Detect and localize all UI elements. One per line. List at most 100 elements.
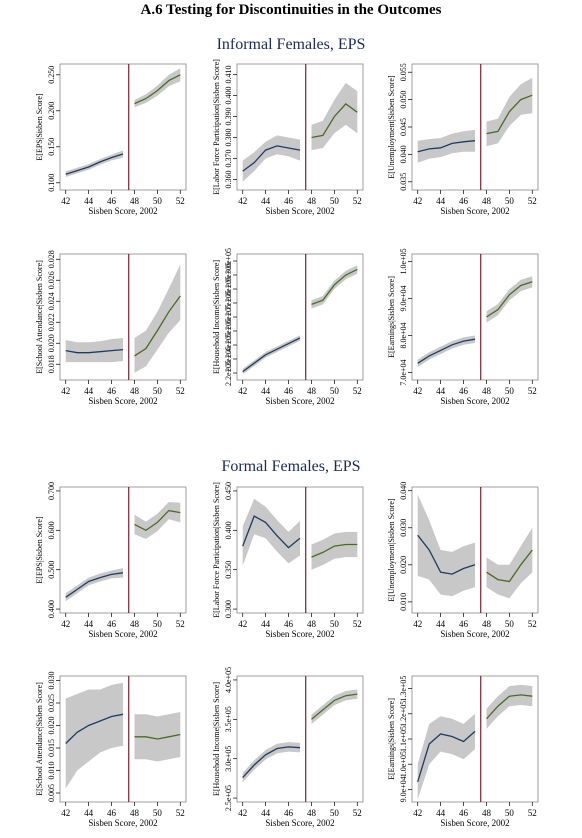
- x-tick-label: 42: [238, 619, 247, 629]
- y-tick-label: 0.018: [47, 355, 56, 373]
- y-axis-label: E[EPS|Sisben Score]: [35, 93, 44, 160]
- y-axis-label: E[Labor Force Participation|Sisben Score…: [212, 59, 221, 195]
- confidence-band-right: [134, 502, 181, 539]
- x-tick-label: 52: [353, 196, 362, 206]
- x-tick-label: 50: [153, 619, 163, 629]
- x-tick-label: 46: [284, 196, 294, 206]
- x-tick-label: 44: [436, 196, 446, 206]
- y-axis-label: E[School Attendance|Sisben Score]: [35, 682, 44, 796]
- x-tick-label: 52: [176, 386, 185, 396]
- fitted-line-left: [65, 572, 124, 598]
- plot-frame: [411, 486, 539, 614]
- fitted-line-right: [134, 295, 181, 357]
- x-axis-label: Sisben Score, 2002: [265, 818, 334, 828]
- x-tick-label: 42: [61, 808, 70, 818]
- chart-informal-2: 42 44 46 48 50 52 0.035 0.040 0.045 0.050 0.055 Sis…: [387, 63, 539, 216]
- x-axis-label: Sisben Score, 2002: [265, 396, 334, 406]
- confidence-band-left: [417, 335, 475, 367]
- confidence-band-left: [242, 335, 300, 375]
- x-tick-label: 44: [261, 619, 271, 629]
- x-tick-label: 52: [176, 619, 185, 629]
- y-tick-label: 2.5e+05: [224, 318, 233, 344]
- y-axis-label: E[EPS|Sisben Score]: [35, 516, 44, 583]
- y-tick-label: 9.0e+04: [399, 776, 408, 802]
- plot-frame: [411, 63, 539, 191]
- plot-frame: [236, 486, 364, 614]
- fitted-line-right: [134, 509, 181, 532]
- x-tick-label: 42: [61, 619, 70, 629]
- confidence-band-right: [311, 689, 358, 724]
- y-tick-label: 3.5e+05: [224, 706, 233, 732]
- x-tick-label: 44: [261, 808, 271, 818]
- x-tick-label: 52: [528, 808, 537, 818]
- fitted-line-left: [417, 730, 476, 782]
- panel-title-formal: Formal Females, EPS: [221, 458, 361, 475]
- y-tick-label: 2.5e+05: [224, 785, 233, 811]
- chart-formal-3: 42 44 46 48 50 52 0.005 0.010 0.015 0.020 0.025 0.0…: [35, 672, 187, 828]
- y-axis-label: E[School Attendance|Sisben Score]: [35, 260, 44, 374]
- y-tick-label: 0.100: [47, 174, 56, 192]
- fitted-line-left: [417, 140, 476, 153]
- confidence-band-right: [311, 531, 358, 570]
- x-tick-label: 46: [107, 386, 117, 396]
- y-tick-label: 0.410: [224, 66, 233, 84]
- y-tick-label: 0.025: [47, 694, 56, 712]
- y-tick-label: 0.400: [47, 600, 56, 618]
- x-axis-label: Sisben Score, 2002: [440, 206, 509, 216]
- y-tick-label: 0.045: [399, 118, 408, 136]
- x-tick-label: 48: [482, 808, 492, 818]
- x-tick-label: 48: [130, 196, 140, 206]
- y-tick-label: 0.015: [47, 739, 56, 757]
- y-tick-label: 0.026: [47, 271, 56, 289]
- x-tick-label: 46: [107, 196, 117, 206]
- x-tick-label: 42: [413, 386, 422, 396]
- x-axis-label: Sisben Score, 2002: [440, 396, 509, 406]
- y-axis-label: E[Unemployment|Sisben Score]: [387, 498, 396, 601]
- x-axis-label: Sisben Score, 2002: [88, 396, 157, 406]
- y-tick-label: 0.150: [47, 138, 56, 156]
- x-tick-label: 48: [307, 386, 317, 396]
- confidence-band-left: [65, 150, 123, 177]
- x-tick-label: 50: [330, 808, 340, 818]
- y-tick-label: 2.7e+05: [224, 290, 233, 316]
- chart-formal-1: 42 44 46 48 50 52 0.300 0.350 0.400 0.450 Sisben S…: [212, 482, 364, 639]
- x-tick-label: 48: [482, 386, 492, 396]
- y-tick-label: 2.2e+05: [224, 360, 233, 386]
- y-tick-label: 0.050: [399, 91, 408, 109]
- y-tick-label: 0.300: [224, 600, 233, 618]
- confidence-band-right: [311, 265, 358, 309]
- chart-informal-3: 42 44 46 48 50 52 0.018 0.020 0.022 0.024 0.026 0.0…: [35, 250, 187, 406]
- chart-formal-2: 42 44 46 48 50 52 0.010 0.020 0.030 0.040 Sisben S…: [387, 482, 539, 639]
- confidence-band-left: [65, 568, 123, 602]
- x-tick-label: 44: [84, 386, 94, 396]
- y-tick-label: 0.020: [47, 717, 56, 735]
- fitted-line-right: [486, 694, 533, 720]
- x-tick-label: 48: [130, 386, 140, 396]
- fitted-line-right: [486, 94, 533, 135]
- x-tick-label: 52: [353, 808, 362, 818]
- y-tick-label: 0.030: [399, 519, 408, 537]
- chart-formal-4: 42 44 46 48 50 52 2.5e+05 3.0e+05 3.5e+05 4.0e+05…: [212, 667, 364, 828]
- x-tick-label: 50: [505, 619, 515, 629]
- y-tick-label: 0.040: [399, 145, 408, 163]
- y-tick-label: 0.010: [47, 762, 56, 780]
- x-axis-label: Sisben Score, 2002: [88, 818, 157, 828]
- chart-informal-4: 42 44 46 48 50 52 2.2e+052.3e+052.4e+052.5e+05…: [212, 248, 364, 406]
- plot-frame: [59, 253, 187, 381]
- fitted-line-left: [242, 515, 301, 549]
- plot-frame: [411, 253, 539, 381]
- y-tick-label: 4.0e+05: [224, 667, 233, 693]
- y-tick-label: 3.0e+05: [224, 746, 233, 772]
- y-tick-label: 0.450: [224, 482, 233, 500]
- x-tick-label: 44: [261, 196, 271, 206]
- x-tick-label: 46: [107, 808, 117, 818]
- x-tick-label: 42: [413, 619, 422, 629]
- fitted-line-right: [486, 281, 533, 318]
- x-tick-label: 52: [528, 386, 537, 396]
- x-tick-label: 42: [61, 386, 70, 396]
- x-tick-label: 44: [84, 196, 94, 206]
- x-tick-label: 52: [176, 196, 185, 206]
- x-tick-label: 50: [505, 386, 515, 396]
- plot-frame: [59, 486, 187, 614]
